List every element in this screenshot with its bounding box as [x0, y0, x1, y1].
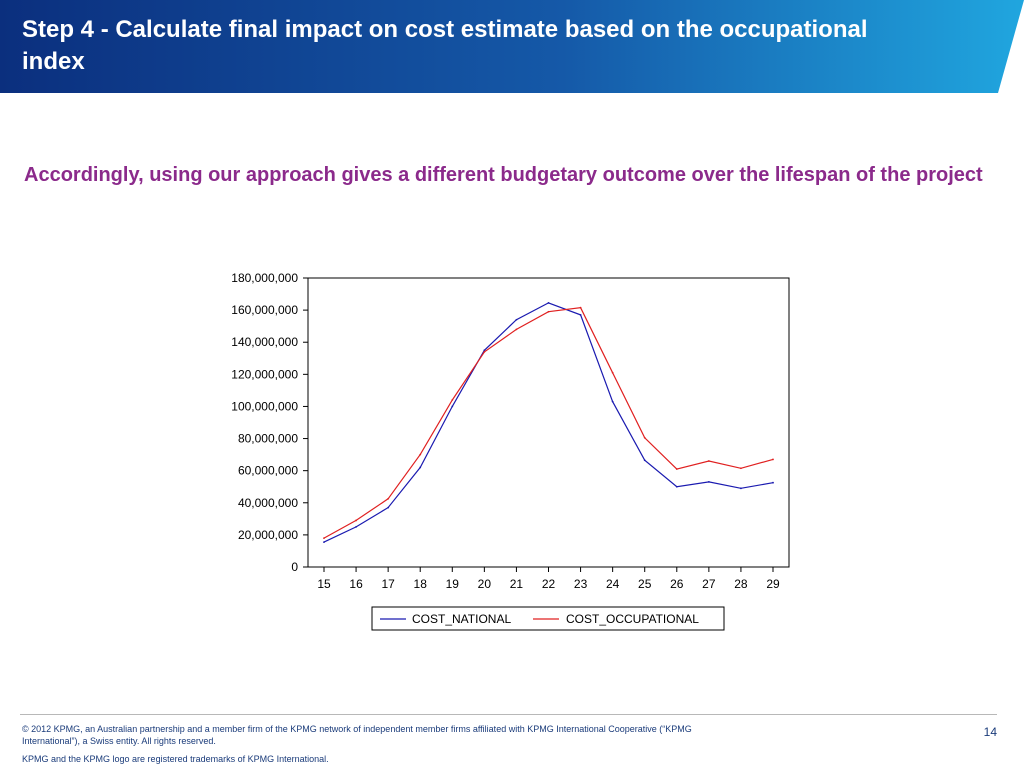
x-tick-label: 26 [670, 577, 684, 591]
x-tick-label: 24 [606, 577, 620, 591]
data-point-cost-occupational [707, 460, 710, 462]
series-line-cost-national [323, 302, 774, 543]
data-point-cost-occupational [387, 497, 390, 500]
data-point-cost-national [707, 481, 710, 483]
data-point-cost-occupational [419, 453, 422, 456]
data-point-cost-occupational [643, 436, 646, 439]
slide-subtitle: Accordingly, using our approach gives a … [24, 164, 983, 186]
x-tick-label: 17 [381, 577, 395, 591]
legend-label-cost-occupational: COST_OCCUPATIONAL [566, 612, 699, 626]
data-point-cost-national [323, 541, 325, 544]
page-number: 14 [983, 725, 997, 739]
data-point-cost-national [740, 487, 742, 490]
x-tick-label: 19 [446, 577, 460, 591]
y-tick-label: 120,000,000 [231, 367, 298, 381]
x-tick-label: 16 [349, 577, 363, 591]
data-point-cost-national [547, 301, 550, 304]
y-tick-label: 180,000,000 [231, 271, 298, 285]
title-banner-background [0, 0, 1024, 93]
x-tick-label: 18 [414, 577, 428, 591]
data-point-cost-occupational [772, 458, 774, 461]
y-tick-label: 40,000,000 [238, 496, 298, 510]
data-point-cost-occupational [355, 519, 357, 522]
x-tick-label: 15 [317, 577, 331, 591]
x-tick-label: 25 [638, 577, 652, 591]
footer-copyright: © 2012 KPMG, an Australian partnership a… [22, 724, 692, 746]
data-point-cost-national [643, 459, 646, 462]
data-point-cost-occupational [483, 350, 486, 353]
data-point-cost-national [579, 314, 582, 316]
data-point-cost-national [515, 318, 518, 321]
data-point-cost-occupational [675, 468, 678, 470]
data-point-cost-occupational [611, 371, 614, 374]
y-tick-label: 20,000,000 [238, 528, 298, 542]
y-tick-label: 100,000,000 [231, 399, 298, 413]
footer-trademark: KPMG and the KPMG logo are registered tr… [22, 754, 329, 764]
x-tick-label: 21 [510, 577, 524, 591]
data-point-cost-occupational [323, 537, 325, 539]
data-point-cost-occupational [451, 399, 454, 401]
x-tick-label: 22 [542, 577, 556, 591]
plot-frame [307, 277, 790, 568]
x-tick-label: 27 [702, 577, 716, 591]
data-point-cost-national [419, 466, 422, 469]
x-tick-label: 29 [766, 577, 780, 591]
x-tick-label: 20 [478, 577, 492, 591]
data-point-cost-occupational [740, 467, 742, 470]
y-tick-label: 160,000,000 [231, 303, 298, 317]
data-point-cost-occupational [515, 328, 518, 331]
legend-label-cost-national: COST_NATIONAL [412, 612, 511, 626]
y-tick-label: 60,000,000 [238, 464, 298, 478]
page-title: Step 4 - Calculate final impact on cost … [22, 16, 868, 75]
y-tick-label: 140,000,000 [231, 335, 298, 349]
footer-divider [20, 714, 997, 715]
data-point-cost-national [387, 506, 390, 509]
data-point-cost-occupational [579, 306, 582, 309]
title-banner: Step 4 - Calculate final impact on cost … [0, 0, 1024, 93]
data-point-cost-national [355, 525, 357, 528]
line-chart: 0 20,000,000 40,000,000 60,000,000 80,000,00… [231, 271, 790, 631]
data-point-cost-national [772, 481, 774, 484]
x-tick-label: 28 [734, 577, 748, 591]
data-point-cost-occupational [547, 310, 550, 313]
data-point-cost-national [675, 485, 678, 488]
x-tick-label: 23 [574, 577, 588, 591]
y-tick-label: 0 [291, 560, 298, 574]
y-tick-label: 80,000,000 [238, 432, 298, 446]
data-point-cost-national [451, 405, 454, 408]
data-point-cost-national [483, 349, 486, 352]
data-point-cost-national [611, 400, 614, 403]
